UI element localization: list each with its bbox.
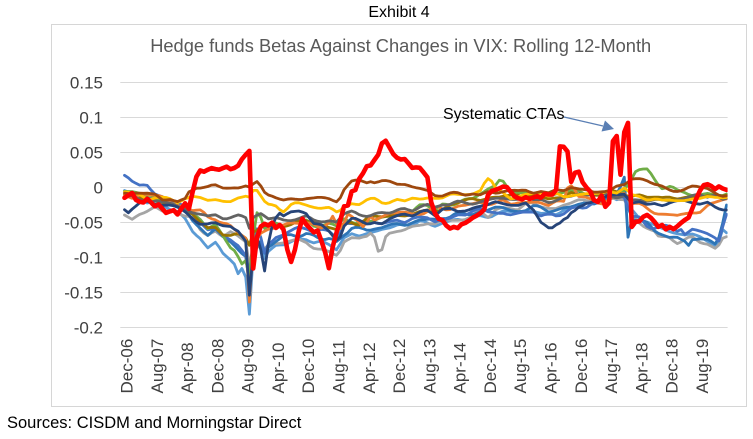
svg-text:0: 0 — [94, 179, 103, 198]
svg-text:Apr-18: Apr-18 — [632, 342, 651, 393]
svg-text:Apr-08: Apr-08 — [178, 342, 197, 393]
svg-text:Dec-16: Dec-16 — [572, 339, 591, 394]
svg-text:Apr-14: Apr-14 — [451, 342, 470, 393]
svg-text:Hedge funds Betas Against Chan: Hedge funds Betas Against Changes in VIX… — [150, 35, 651, 56]
svg-text:Aug-07: Aug-07 — [148, 339, 167, 394]
svg-text:Aug-15: Aug-15 — [511, 339, 530, 394]
svg-text:Aug-11: Aug-11 — [330, 340, 349, 394]
svg-text:Apr-16: Apr-16 — [542, 342, 561, 393]
svg-text:0.05: 0.05 — [70, 144, 103, 163]
svg-text:-0.15: -0.15 — [64, 284, 103, 303]
svg-text:0.1: 0.1 — [79, 109, 103, 128]
svg-text:Dec-18: Dec-18 — [663, 339, 682, 394]
svg-text:Systematic CTAs: Systematic CTAs — [443, 106, 565, 123]
svg-text:Dec-14: Dec-14 — [481, 339, 500, 394]
svg-text:Dec-06: Dec-06 — [118, 339, 137, 394]
svg-text:Dec-12: Dec-12 — [390, 339, 409, 394]
svg-text:Sources: CISDM and Morningstar: Sources: CISDM and Morningstar Direct — [7, 414, 302, 432]
svg-text:-0.05: -0.05 — [64, 214, 103, 233]
svg-text:Dec-10: Dec-10 — [299, 339, 318, 394]
svg-text:-0.2: -0.2 — [74, 319, 103, 338]
svg-text:Apr-12: Apr-12 — [360, 342, 379, 393]
svg-text:-0.1: -0.1 — [74, 249, 103, 268]
svg-text:Exhibit 4: Exhibit 4 — [368, 4, 429, 21]
svg-text:Aug-09: Aug-09 — [239, 339, 258, 394]
svg-text:0.15: 0.15 — [70, 74, 103, 93]
svg-text:Dec-08: Dec-08 — [208, 339, 227, 394]
svg-text:Aug-19: Aug-19 — [693, 339, 712, 394]
svg-text:Apr-10: Apr-10 — [269, 342, 288, 393]
svg-text:Aug-13: Aug-13 — [420, 339, 439, 394]
svg-text:Aug-17: Aug-17 — [602, 339, 621, 394]
